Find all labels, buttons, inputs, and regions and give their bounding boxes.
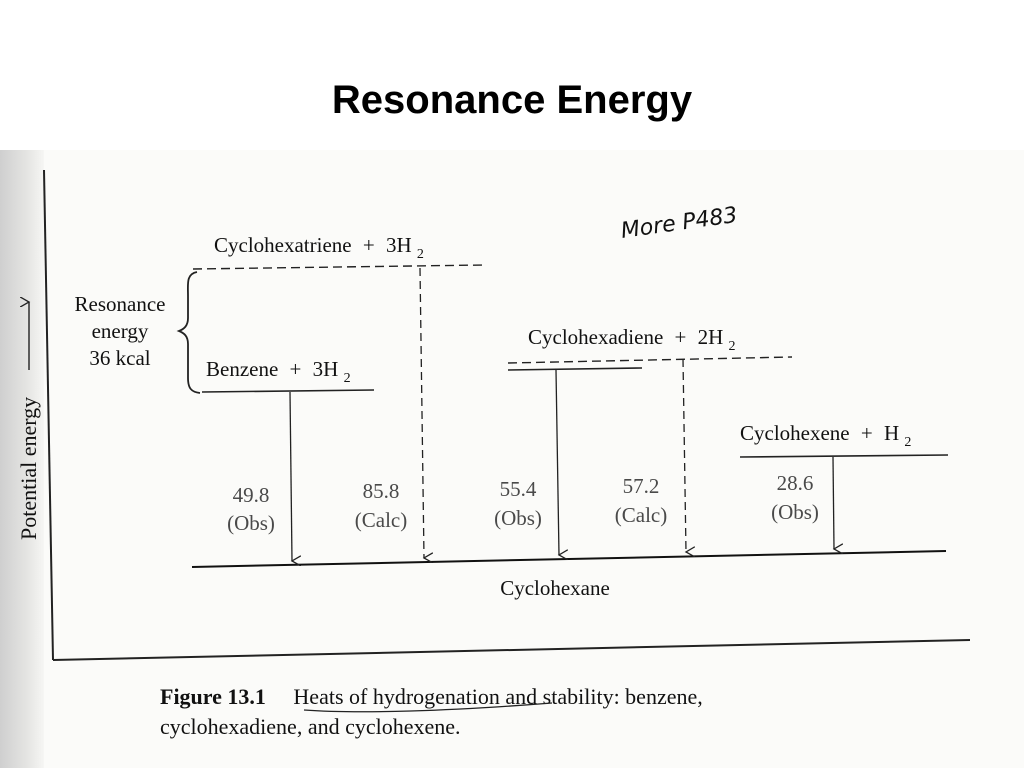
benzene-name: Benzene bbox=[206, 357, 278, 381]
subscript-2: 2 bbox=[344, 371, 351, 386]
figure-caption-line2: cyclohexadiene, and cyclohexene. bbox=[160, 714, 461, 739]
cyclohexene-obs-arrow bbox=[832, 456, 834, 549]
slide-title: Resonance Energy bbox=[331, 78, 693, 122]
cyclohexane-level-line bbox=[191, 550, 947, 568]
heat-tag-triene-calc: (Calc) bbox=[355, 508, 407, 532]
cyclohexadiene-obs-level-line bbox=[507, 367, 643, 371]
plus-sign: + bbox=[290, 357, 302, 381]
subscript-2: 2 bbox=[729, 339, 736, 354]
y-axis-label: Potential energy bbox=[16, 302, 41, 540]
diene-obs-arrow bbox=[555, 369, 559, 555]
hydrogen-count: 2H bbox=[698, 325, 724, 349]
caption-text-part1: Heats of hydrogenation and stability: be… bbox=[293, 684, 702, 709]
cyclohexadiene-calc-level-line bbox=[507, 356, 793, 364]
resonance-label-line2: energy bbox=[92, 319, 149, 343]
heat-tag-cyclohexene-obs: (Obs) bbox=[771, 500, 819, 524]
handwritten-underline bbox=[303, 702, 553, 713]
plus-sign: + bbox=[363, 233, 375, 257]
cyclohexadiene-label: Cyclohexadiene + 2H 2 bbox=[528, 325, 736, 354]
benzene-level-line bbox=[201, 389, 375, 393]
hydrogen-count: 3H bbox=[386, 233, 412, 257]
scanned-figure bbox=[0, 150, 1024, 768]
heat-tag-diene-calc: (Calc) bbox=[615, 503, 667, 527]
cyclohexadiene-name: Cyclohexadiene bbox=[528, 325, 663, 349]
resonance-brace bbox=[176, 271, 201, 394]
diene-calc-arrow bbox=[682, 358, 686, 552]
heat-tag-benzene-obs: (Obs) bbox=[227, 511, 275, 535]
handwritten-note: More P483 bbox=[619, 203, 739, 244]
cyclohexatriene-level-line bbox=[192, 264, 485, 270]
heat-value-diene-obs: 55.4 bbox=[500, 477, 537, 501]
cyclohexatriene-label: Cyclohexatriene + 3H 2 bbox=[214, 233, 424, 262]
cyclohexene-level-line bbox=[739, 454, 949, 458]
x-axis-line bbox=[52, 639, 971, 661]
heat-value-benzene-obs: 49.8 bbox=[233, 483, 270, 507]
heat-tag-diene-obs: (Obs) bbox=[494, 506, 542, 530]
plus-sign: + bbox=[675, 325, 687, 349]
cyclohexene-label: Cyclohexene + H 2 bbox=[740, 421, 911, 450]
heat-value-triene-calc: 85.8 bbox=[363, 479, 400, 503]
y-axis-line bbox=[43, 169, 54, 661]
resonance-label-line1: Resonance bbox=[75, 292, 166, 316]
subscript-2: 2 bbox=[904, 435, 911, 450]
figure-label: Figure 13.1 bbox=[160, 684, 266, 709]
subscript-2: 2 bbox=[417, 247, 424, 262]
benzene-label: Benzene + 3H 2 bbox=[206, 357, 351, 386]
cyclohexatriene-name: Cyclohexatriene bbox=[214, 233, 352, 257]
plus-sign: + bbox=[861, 421, 873, 445]
triene-calc-arrow bbox=[419, 267, 424, 558]
y-axis-label-text: Potential energy bbox=[16, 397, 41, 540]
hydrogen-count: 3H bbox=[313, 357, 339, 381]
benzene-obs-arrow bbox=[289, 391, 292, 561]
cyclohexene-name: Cyclohexene bbox=[740, 421, 850, 445]
heat-value-diene-calc: 57.2 bbox=[623, 474, 660, 498]
resonance-label-line3: 36 kcal bbox=[89, 346, 150, 370]
figure-caption-line1: Figure 13.1 Heats of hydrogenation and s… bbox=[160, 684, 703, 709]
hydrogen-count: H bbox=[884, 421, 899, 445]
heat-value-cyclohexene-obs: 28.6 bbox=[777, 471, 814, 495]
scan-shadow-edge bbox=[0, 150, 44, 768]
cyclohexane-label: Cyclohexane bbox=[500, 576, 610, 600]
